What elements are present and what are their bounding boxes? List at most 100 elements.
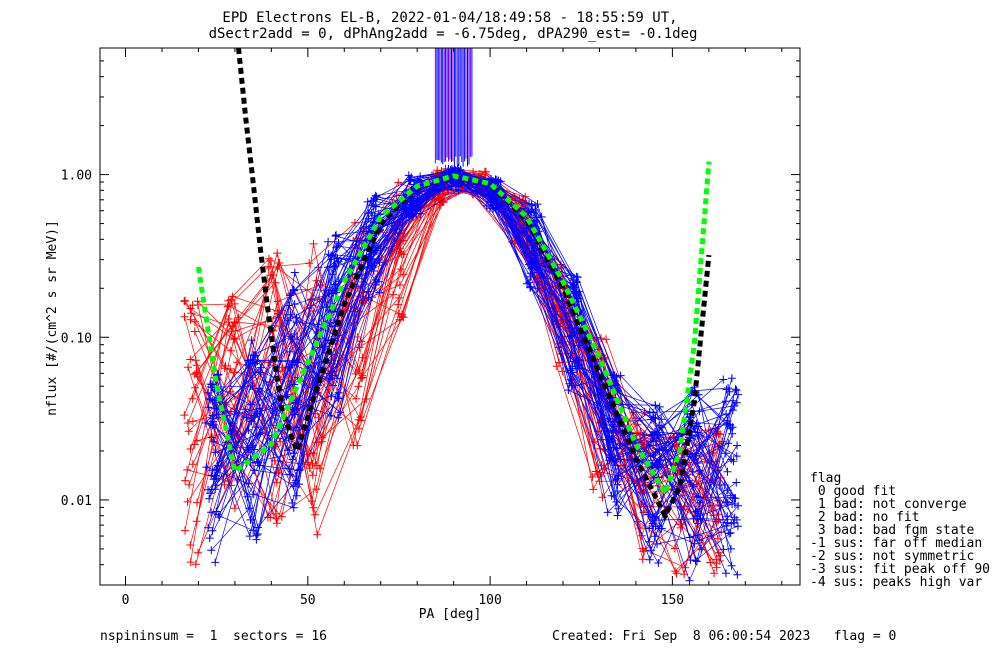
blue-sweep-point	[651, 401, 660, 410]
blue-sweep-point	[649, 408, 658, 417]
blue-sweep-point	[364, 214, 373, 223]
red-sweep-point	[399, 250, 408, 259]
blue-sweep-point	[288, 455, 297, 464]
blue-sweep-point	[295, 466, 304, 475]
red-sweep-point	[180, 411, 189, 420]
blue-sweep-point	[293, 335, 302, 344]
red-sweep-point	[192, 369, 201, 378]
chart-subtitle: dSectr2add = 0, dPhAng2add = -6.75deg, d…	[209, 26, 698, 42]
blue-sweep-point	[722, 497, 731, 506]
blue-sweep-point	[207, 433, 216, 442]
red-sweep-point	[438, 198, 447, 207]
blue-sweep-point	[202, 463, 211, 472]
blue-sweep-point	[205, 534, 214, 543]
blue-sweep-point	[722, 410, 731, 418]
red-sweep-point	[230, 504, 239, 513]
red-sweep-point	[308, 497, 317, 506]
blue-sweep-point	[285, 301, 293, 310]
blue-sweep-point	[733, 522, 742, 531]
red-sweep-point	[588, 473, 597, 481]
blue-sweep-point	[403, 209, 411, 218]
blue-sweep-point	[564, 386, 573, 395]
blue-sweep-point	[688, 467, 697, 476]
blue-sweep-point	[292, 491, 301, 500]
red-sweep-point	[193, 436, 201, 445]
red-sweep-point	[352, 394, 361, 403]
blue-sweep-point	[697, 545, 706, 554]
red-sweep-point	[481, 167, 490, 176]
blue-sweep-point	[526, 259, 535, 268]
blue-sweep-point	[209, 437, 218, 446]
blue-sweep-line	[215, 173, 739, 550]
red-sweep-point	[351, 218, 359, 227]
blue-sweep-point	[206, 489, 215, 498]
blue-sweep-point	[204, 485, 212, 494]
blue-sweep-point	[405, 177, 414, 186]
axis-layer: 0 50 100 150 0.01 0.10 1.00	[61, 47, 800, 608]
blue-sweep-point	[722, 569, 730, 578]
blue-sweep-point	[376, 244, 385, 253]
blue-sweep-point	[522, 224, 531, 233]
blue-sweep-point	[532, 260, 541, 269]
legend-item: 1 bad: not converge	[810, 497, 967, 512]
blue-sweep-point	[566, 366, 575, 375]
blue-sweep-point	[655, 402, 664, 411]
blue-sweep-point	[655, 421, 664, 430]
blue-sweep-point	[409, 212, 418, 221]
blue-sweep-point	[291, 478, 300, 487]
blue-sweep-point	[368, 293, 377, 302]
red-sweep-point	[186, 541, 195, 549]
y-axis-label: nflux [#/(cm^2 s sr MeV)]	[45, 220, 60, 416]
red-sweep-point	[191, 383, 200, 392]
blue-sweep-point	[333, 253, 341, 262]
blue-sweep-line	[211, 177, 727, 551]
red-sweep-point	[193, 498, 201, 507]
blue-sweep-point	[214, 510, 223, 519]
blue-sweep-point	[566, 375, 575, 384]
blue-sweep-point	[567, 324, 576, 333]
blue-sweep-point	[208, 414, 217, 423]
blue-sweep-line	[213, 170, 732, 487]
red-sweep-point	[313, 530, 322, 539]
blue-sweep-point	[332, 231, 341, 239]
red-sweep-point	[315, 464, 324, 473]
red-sweep-point	[227, 327, 236, 336]
red-sweep-point	[266, 513, 275, 522]
legend-item: 3 bad: bad fgm state	[810, 523, 975, 538]
blue-sweep-point	[327, 350, 336, 359]
red-sweep-point	[264, 254, 273, 263]
blue-sweep-point	[245, 532, 254, 541]
red-sweep-point	[706, 558, 715, 567]
blue-sweep-point	[734, 501, 743, 510]
red-sweep-point	[309, 239, 318, 248]
blue-sweep-point	[609, 371, 618, 379]
red-sweep-point	[394, 300, 403, 309]
blue-sweep-point	[444, 165, 453, 173]
blue-sweep-point	[606, 453, 615, 462]
blue-sweep-point	[574, 294, 583, 303]
blue-sweep-point	[646, 452, 655, 461]
blue-sweep-point	[321, 342, 330, 351]
red-sweep-point	[273, 263, 282, 272]
red-sweep-point	[190, 317, 199, 326]
blue-sweep-point	[284, 316, 293, 325]
red-sweep-point	[309, 503, 318, 512]
blue-sweep-point	[728, 500, 737, 509]
blue-sweep-point	[647, 546, 655, 555]
blue-sweep-point	[367, 197, 376, 205]
red-sweep-point	[311, 409, 320, 418]
red-sweep-point	[190, 327, 199, 336]
red-sweep-point	[188, 394, 197, 403]
blue-sweep-point	[367, 256, 376, 265]
blue-sweep-point	[728, 423, 737, 432]
blue-sweep-point	[244, 425, 253, 434]
blue-sweep-point	[208, 466, 217, 475]
legend-item: 0 good fit	[810, 484, 896, 499]
blue-sweep-point	[324, 237, 333, 246]
blue-sweep-point	[696, 493, 705, 502]
red-sweep-point	[714, 516, 723, 525]
blue-sweep-line	[216, 181, 735, 536]
blue-sweep-point	[689, 482, 698, 491]
y-tick-label: 1.00	[61, 169, 92, 184]
